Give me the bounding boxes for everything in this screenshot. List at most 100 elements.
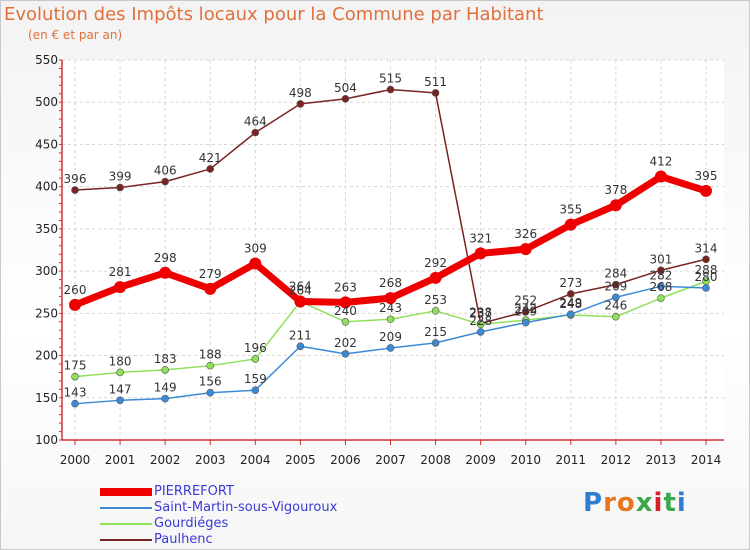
brand-letter: o <box>616 488 636 518</box>
y-tick-label: 300 <box>35 264 58 278</box>
data-point-pierrefort <box>384 292 397 305</box>
data-point-saint-martin-sous-vigouroux <box>657 282 665 291</box>
x-tick-label: 2012 <box>601 453 632 467</box>
data-point-saint-martin-sous-vigouroux <box>431 339 440 347</box>
data-label-gourdieges: 180 <box>109 354 132 368</box>
data-point-gourdieges <box>476 320 485 329</box>
x-tick-label: 2010 <box>510 453 541 467</box>
data-point-paulhenc <box>386 85 395 94</box>
data-label-saint-martin-sous-vigouroux: 249 <box>559 296 582 310</box>
y-tick-label: 250 <box>35 306 58 320</box>
data-label-gourdieges: 268 <box>649 280 672 294</box>
data-label-gourdieges: 188 <box>199 348 222 362</box>
data-point-pierrefort <box>69 298 81 311</box>
x-tick-label: 2005 <box>285 453 316 467</box>
chart-subtitle: (en € et par an) <box>28 28 123 42</box>
data-point-paulhenc <box>161 177 169 186</box>
data-label-gourdieges: 196 <box>244 341 267 355</box>
data-label-saint-martin-sous-vigouroux: 143 <box>64 386 87 400</box>
data-point-paulhenc <box>296 100 305 108</box>
legend-label: Saint-Martin-sous-Vigouroux <box>154 500 338 515</box>
data-label-pierrefort: 355 <box>559 203 582 217</box>
data-point-paulhenc <box>341 95 350 103</box>
data-label-gourdieges: 253 <box>424 293 447 307</box>
legend-label: Paulhenc <box>154 532 213 547</box>
data-point-pierrefort <box>159 266 172 279</box>
data-labels: 396 399 406 421 464 498 504 515 511 238 252 273 284 3… <box>64 72 718 400</box>
data-point-pierrefort <box>294 295 307 308</box>
data-point-gourdieges <box>116 368 124 377</box>
data-label-saint-martin-sous-vigouroux: 228 <box>469 314 492 328</box>
legend-swatch <box>100 523 152 525</box>
brand-letter: i <box>676 488 687 518</box>
data-point-pierrefort <box>700 184 712 197</box>
data-point-saint-martin-sous-vigouroux <box>612 293 620 302</box>
data-point-pierrefort <box>609 199 622 212</box>
data-label-paulhenc: 273 <box>559 276 582 290</box>
data-label-pierrefort: 298 <box>154 251 177 265</box>
legend-swatch <box>100 539 152 541</box>
data-point-paulhenc <box>431 89 440 97</box>
brand-letter: i <box>653 488 664 518</box>
x-tick-label: 2013 <box>646 453 677 467</box>
data-point-saint-martin-sous-vigouroux <box>386 344 395 352</box>
data-label-saint-martin-sous-vigouroux: 215 <box>424 325 447 339</box>
data-label-saint-martin-sous-vigouroux: 239 <box>514 305 537 319</box>
x-tick-label: 2001 <box>105 453 136 467</box>
legend-swatch <box>100 507 152 509</box>
data-label-pierrefort: 268 <box>379 276 402 290</box>
data-point-gourdieges <box>71 372 79 381</box>
y-tick-label: 350 <box>35 222 58 236</box>
data-label-paulhenc: 511 <box>424 75 447 89</box>
data-label-gourdieges: 175 <box>64 359 87 373</box>
data-label-gourdieges: 264 <box>289 284 312 298</box>
x-tick-label: 2002 <box>150 453 181 467</box>
x-tick-label: 2000 <box>60 453 91 467</box>
data-label-saint-martin-sous-vigouroux: 282 <box>649 268 672 282</box>
data-label-paulhenc: 406 <box>154 164 177 178</box>
data-point-pierrefort <box>564 218 577 231</box>
data-point-saint-martin-sous-vigouroux <box>116 396 124 405</box>
brand-logo: Proxiti <box>583 488 687 518</box>
data-point-gourdieges <box>341 317 350 326</box>
data-label-gourdieges: 288 <box>695 263 718 277</box>
data-label-pierrefort: 263 <box>334 280 357 294</box>
data-label-paulhenc: 504 <box>334 81 357 95</box>
data-point-paulhenc <box>612 280 620 289</box>
data-label-saint-martin-sous-vigouroux: 202 <box>334 336 357 350</box>
data-label-paulhenc: 421 <box>199 151 222 165</box>
data-label-paulhenc: 498 <box>289 86 312 100</box>
data-label-gourdieges: 240 <box>334 304 357 318</box>
data-point-pierrefort <box>249 257 262 270</box>
data-label-gourdieges: 246 <box>604 299 627 313</box>
data-point-pierrefort <box>114 281 127 294</box>
legend-swatch <box>100 488 152 496</box>
x-tick-label: 2006 <box>330 453 361 467</box>
x-tick-label: 2004 <box>240 453 271 467</box>
data-point-saint-martin-sous-vigouroux <box>296 342 305 351</box>
data-label-paulhenc: 515 <box>379 72 402 86</box>
data-label-pierrefort: 309 <box>244 242 267 256</box>
data-point-pierrefort <box>519 243 532 256</box>
data-label-pierrefort: 292 <box>424 256 447 270</box>
data-point-paulhenc <box>71 186 79 194</box>
y-tick-label: 200 <box>35 349 58 363</box>
data-point-paulhenc <box>116 183 124 192</box>
data-label-paulhenc: 399 <box>109 170 132 184</box>
brand-letter: x <box>635 488 654 518</box>
y-tick-label: 550 <box>35 53 58 67</box>
data-label-gourdieges: 183 <box>154 352 177 366</box>
data-label-paulhenc: 284 <box>604 267 627 281</box>
x-tick-label: 2009 <box>465 453 496 467</box>
data-label-paulhenc: 252 <box>514 294 537 308</box>
data-point-saint-martin-sous-vigouroux <box>521 318 530 327</box>
x-tick-label: 2007 <box>375 453 406 467</box>
data-point-saint-martin-sous-vigouroux <box>702 284 710 292</box>
data-label-gourdieges: 237 <box>469 306 492 320</box>
data-point-pierrefort <box>474 247 487 260</box>
data-point-gourdieges <box>612 312 620 321</box>
data-label-paulhenc: 314 <box>695 241 718 255</box>
data-label-gourdieges: 242 <box>514 302 537 316</box>
data-label-pierrefort: 281 <box>109 265 132 279</box>
